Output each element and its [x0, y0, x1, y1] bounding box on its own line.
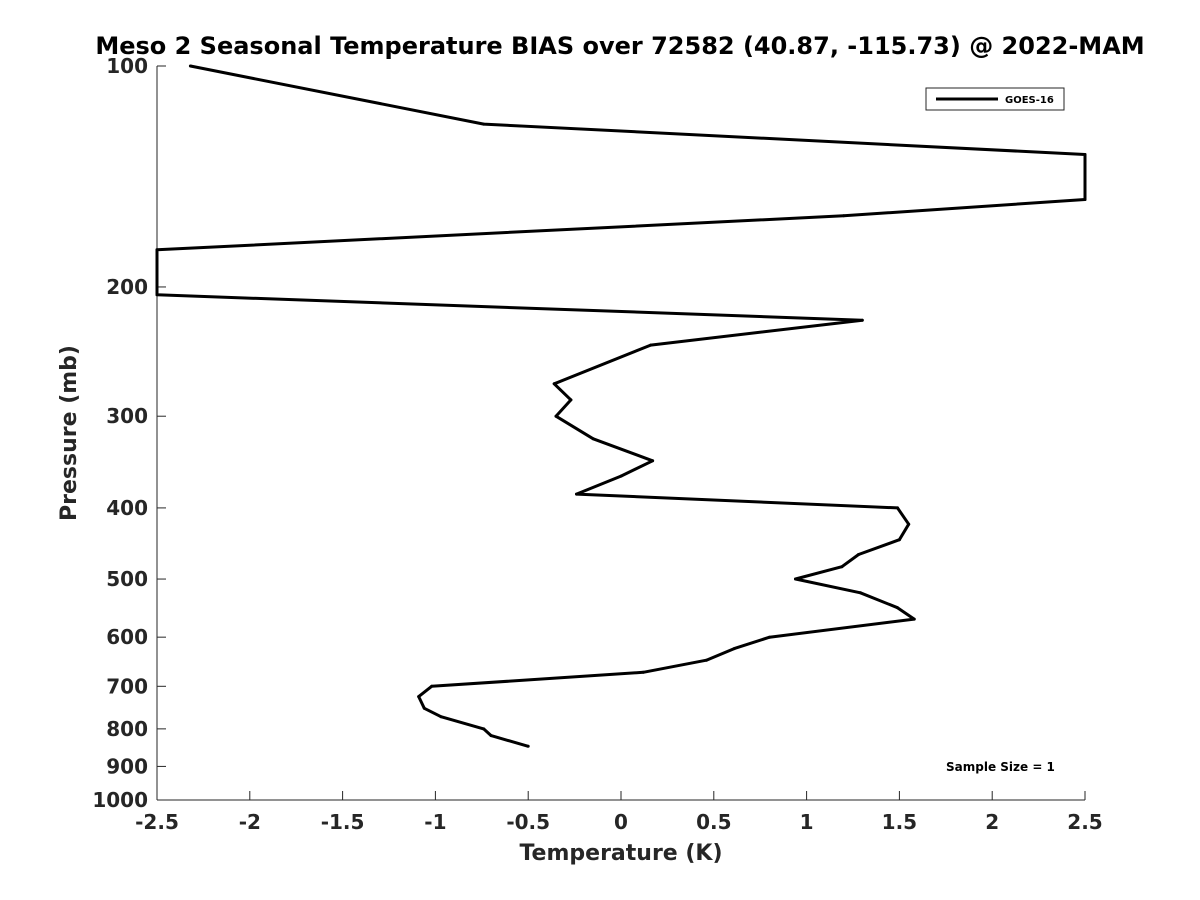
data-point-goes-16: [857, 553, 861, 556]
data-point-goes-16: [641, 670, 645, 674]
data-point-goes-16: [768, 635, 771, 639]
y-tick-label: 500: [106, 567, 148, 591]
sample-size-annotation: Sample Size = 1: [946, 760, 1055, 774]
data-point-goes-16: [489, 734, 493, 738]
data-point-goes-16: [704, 658, 708, 662]
x-tick-label: 1.5: [882, 810, 917, 834]
data-point-goes-16: [619, 474, 623, 478]
y-tick-label: 900: [106, 754, 148, 778]
x-axis-label: Temperature (K): [519, 841, 722, 866]
data-point-goes-16: [897, 538, 901, 542]
data-point-goes-16: [1083, 153, 1087, 156]
x-axis-ticks: -2.5 -2 -1.5 -1 -0.5 0 0.5 1 1.5 2 2.5: [135, 791, 1103, 834]
x-tick-label: 2.5: [1067, 810, 1102, 834]
x-tick-label: -2.5: [135, 810, 179, 834]
plot-axes: [156, 66, 1085, 801]
data-point-goes-16: [188, 64, 192, 68]
data-point-goes-16: [155, 293, 159, 297]
x-tick-label: -1.5: [321, 810, 365, 834]
x-tick-label: 0: [614, 810, 628, 834]
y-axis-ticks: 100 200 300 400 500 600 700 800 900 1000: [92, 54, 166, 812]
data-point-goes-16: [651, 459, 655, 463]
series-line-goes-16: [155, 64, 1087, 748]
x-tick-label: 0.5: [696, 810, 731, 834]
y-tick-label: 1000: [92, 788, 148, 812]
data-point-goes-16: [907, 522, 911, 526]
x-tick-label: 1: [800, 810, 814, 834]
legend-label-goes-16: GOES-16: [1005, 95, 1054, 106]
data-point-goes-16: [858, 591, 862, 595]
data-point-goes-16: [482, 122, 486, 126]
x-tick-label: -2: [239, 810, 261, 834]
y-tick-label: 600: [106, 625, 148, 649]
x-tick-label: -0.5: [506, 810, 550, 834]
x-tick-label: -1: [424, 810, 446, 834]
data-point-goes-16: [155, 248, 159, 252]
series-layer: [155, 64, 1087, 748]
data-point-goes-16: [552, 382, 556, 386]
data-point-goes-16: [575, 492, 578, 496]
chart-title: Meso 2 Seasonal Temperature BIAS over 72…: [95, 32, 1144, 60]
data-point-goes-16: [554, 414, 558, 418]
y-tick-label: 200: [106, 275, 148, 299]
data-point-goes-16: [794, 577, 797, 581]
y-tick-label: 100: [106, 54, 148, 78]
data-point-goes-16: [840, 565, 844, 569]
data-point-goes-16: [526, 744, 530, 748]
data-point-goes-16: [482, 727, 486, 731]
data-point-goes-16: [569, 398, 573, 402]
data-point-goes-16: [896, 506, 899, 510]
data-point-goes-16: [430, 684, 434, 688]
y-tick-label: 400: [106, 496, 148, 520]
data-point-goes-16: [439, 715, 443, 719]
data-point-goes-16: [912, 617, 916, 621]
data-point-goes-16: [649, 343, 653, 347]
data-point-goes-16: [896, 606, 899, 610]
y-tick-label: 300: [106, 404, 148, 428]
y-tick-label: 700: [106, 674, 148, 698]
data-point-goes-16: [417, 695, 421, 699]
data-point-goes-16: [842, 214, 846, 218]
data-point-goes-16: [591, 437, 595, 441]
y-tick-label: 800: [106, 717, 148, 741]
data-point-goes-16: [1083, 198, 1087, 201]
y-axis-label: Pressure (mb): [57, 345, 82, 521]
data-point-goes-16: [422, 706, 426, 710]
x-tick-label: 2: [985, 810, 999, 834]
data-point-goes-16: [860, 318, 864, 322]
data-point-goes-16: [732, 647, 736, 651]
legend: GOES-16: [925, 87, 1065, 111]
